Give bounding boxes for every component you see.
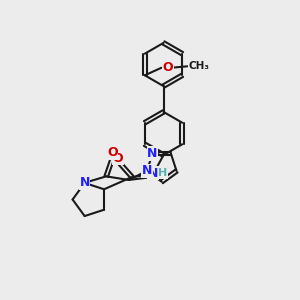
Text: O: O <box>112 152 123 165</box>
Text: N: N <box>147 147 158 160</box>
Text: N: N <box>80 176 90 190</box>
Text: O: O <box>107 146 118 160</box>
Text: N: N <box>148 167 158 180</box>
Text: N: N <box>142 164 152 178</box>
Text: CH₃: CH₃ <box>188 61 209 71</box>
Text: H: H <box>158 168 167 178</box>
Text: O: O <box>163 61 173 74</box>
